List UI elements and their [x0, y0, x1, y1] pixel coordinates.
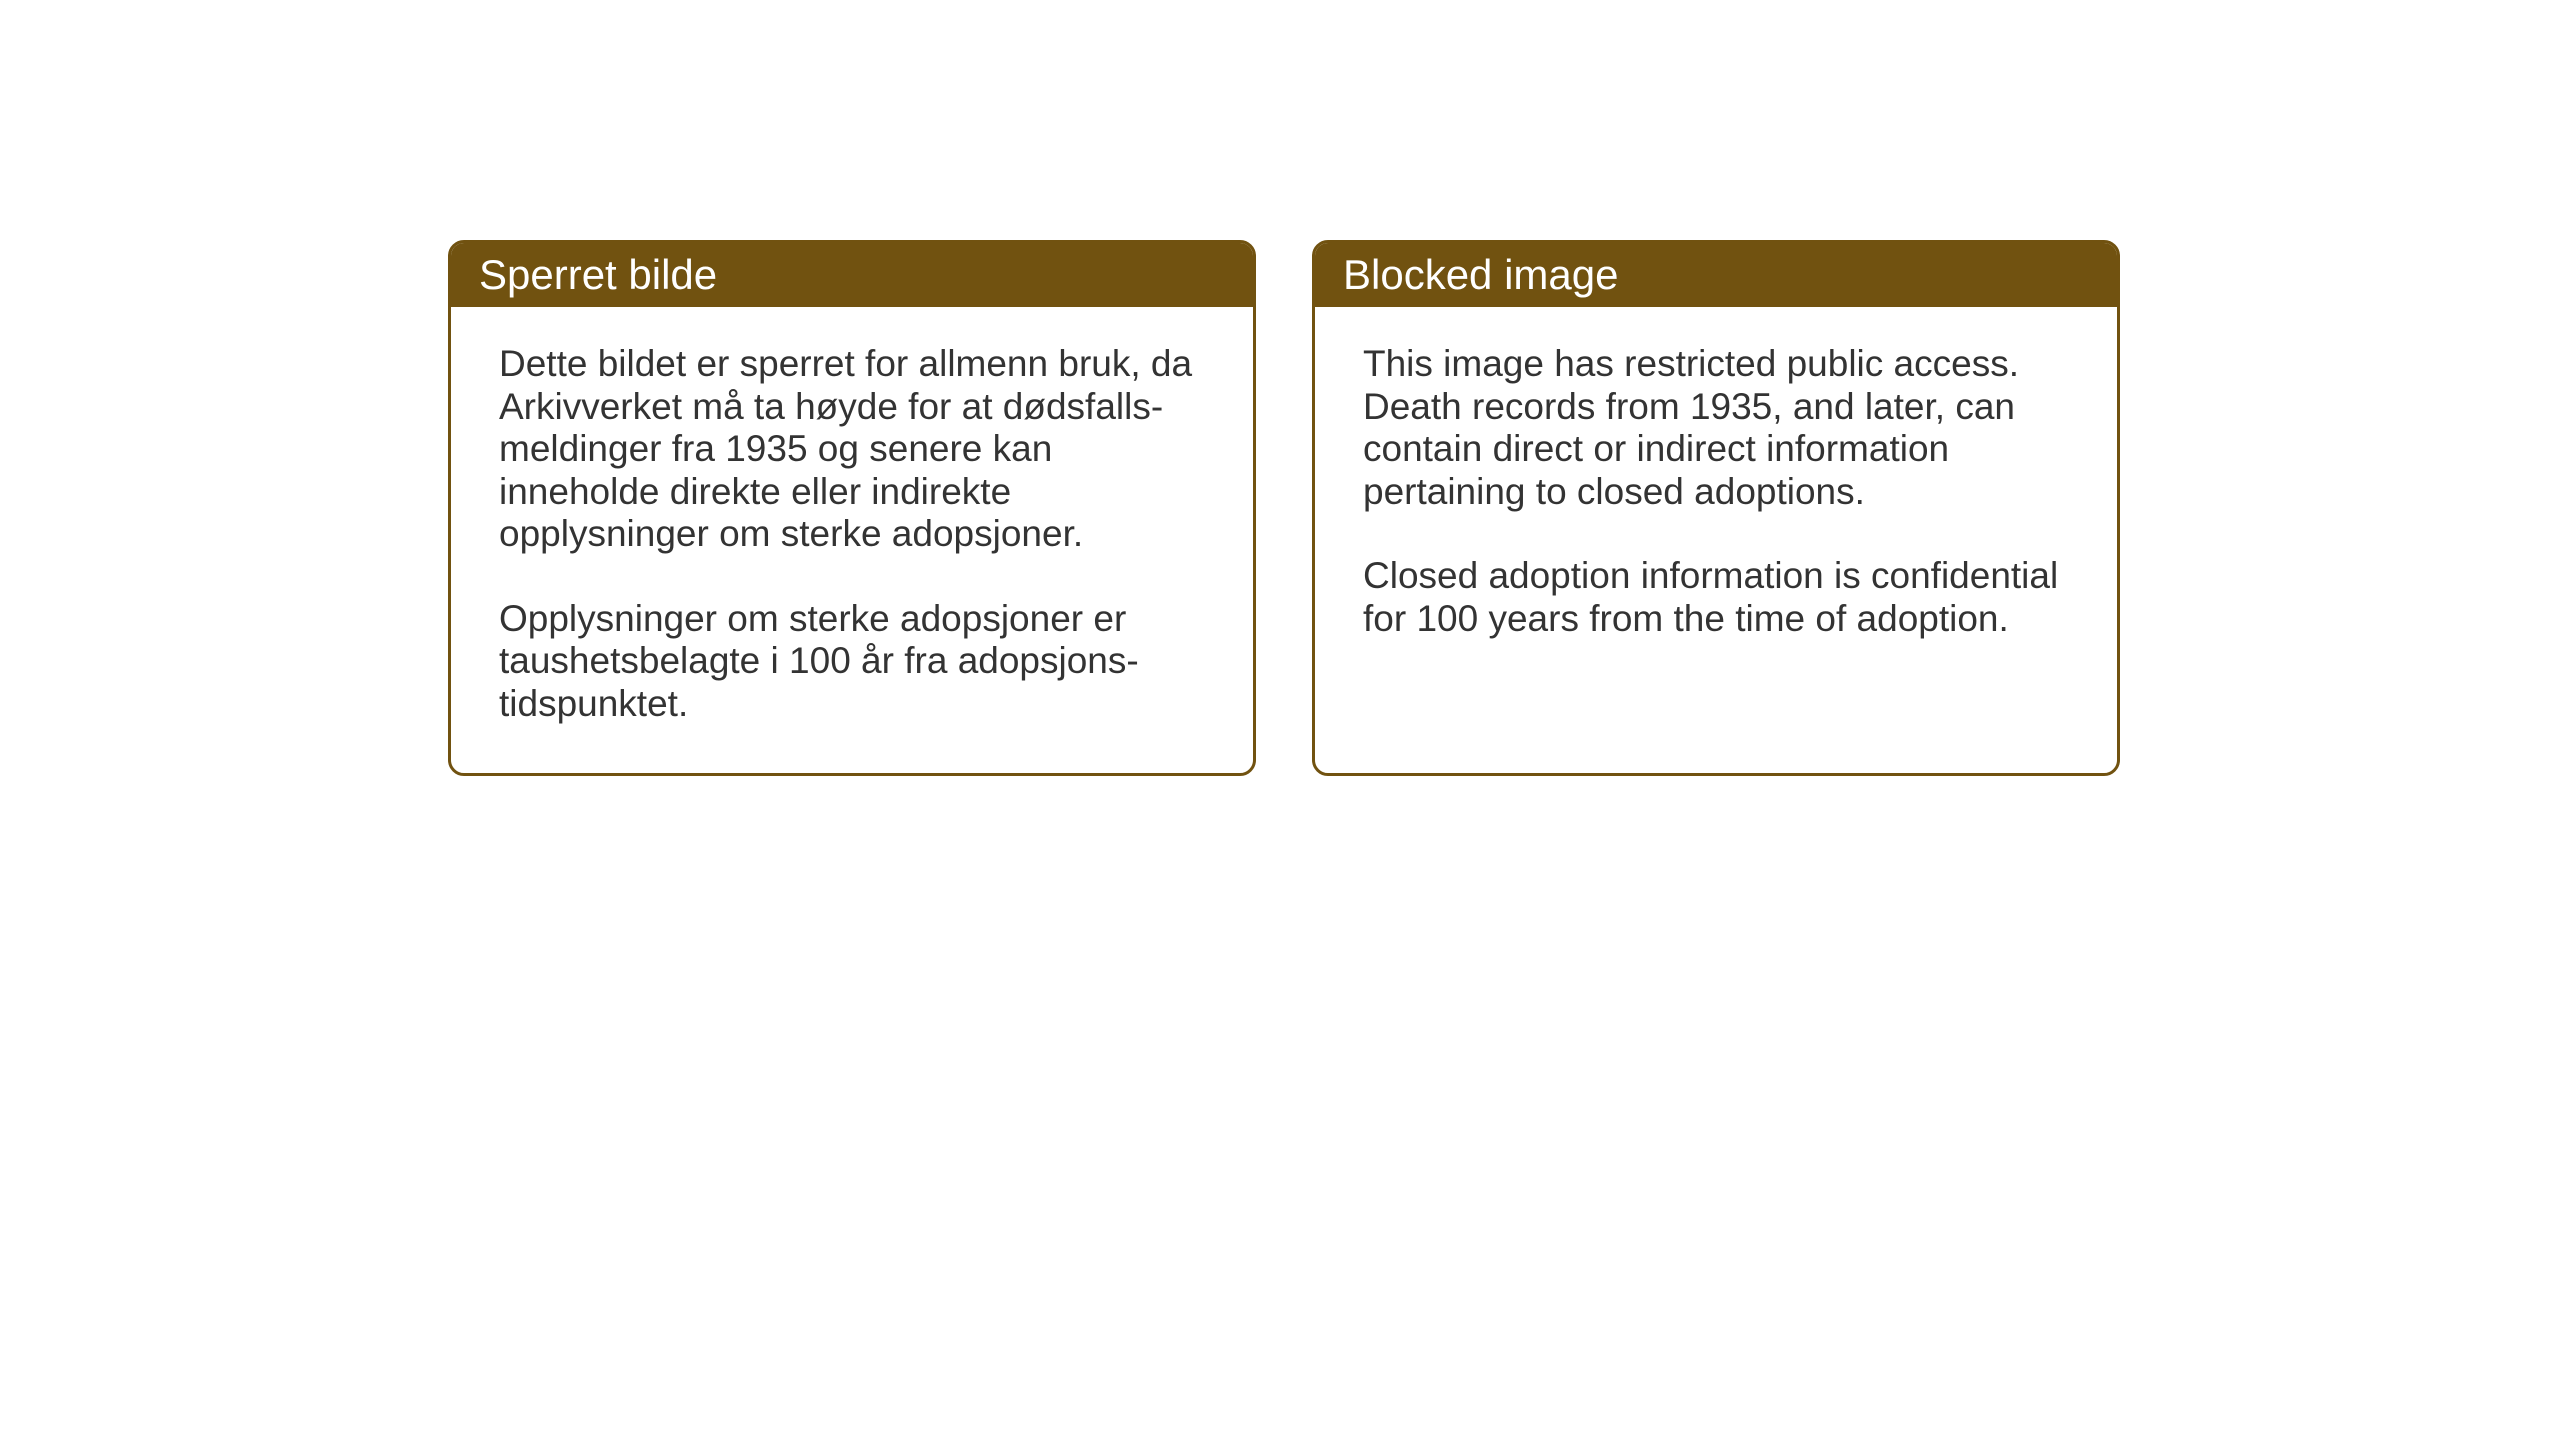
- norwegian-card: Sperret bilde Dette bildet er sperret fo…: [448, 240, 1256, 776]
- norwegian-card-body: Dette bildet er sperret for allmenn bruk…: [451, 307, 1253, 773]
- norwegian-card-title: Sperret bilde: [451, 243, 1253, 307]
- notice-container: Sperret bilde Dette bildet er sperret fo…: [448, 240, 2120, 776]
- norwegian-paragraph-2: Opplysninger om sterke adopsjoner er tau…: [499, 598, 1205, 726]
- english-paragraph-1: This image has restricted public access.…: [1363, 343, 2069, 513]
- english-card-title: Blocked image: [1315, 243, 2117, 307]
- norwegian-paragraph-1: Dette bildet er sperret for allmenn bruk…: [499, 343, 1205, 556]
- english-card-body: This image has restricted public access.…: [1315, 307, 2117, 688]
- english-card: Blocked image This image has restricted …: [1312, 240, 2120, 776]
- english-paragraph-2: Closed adoption information is confident…: [1363, 555, 2069, 640]
